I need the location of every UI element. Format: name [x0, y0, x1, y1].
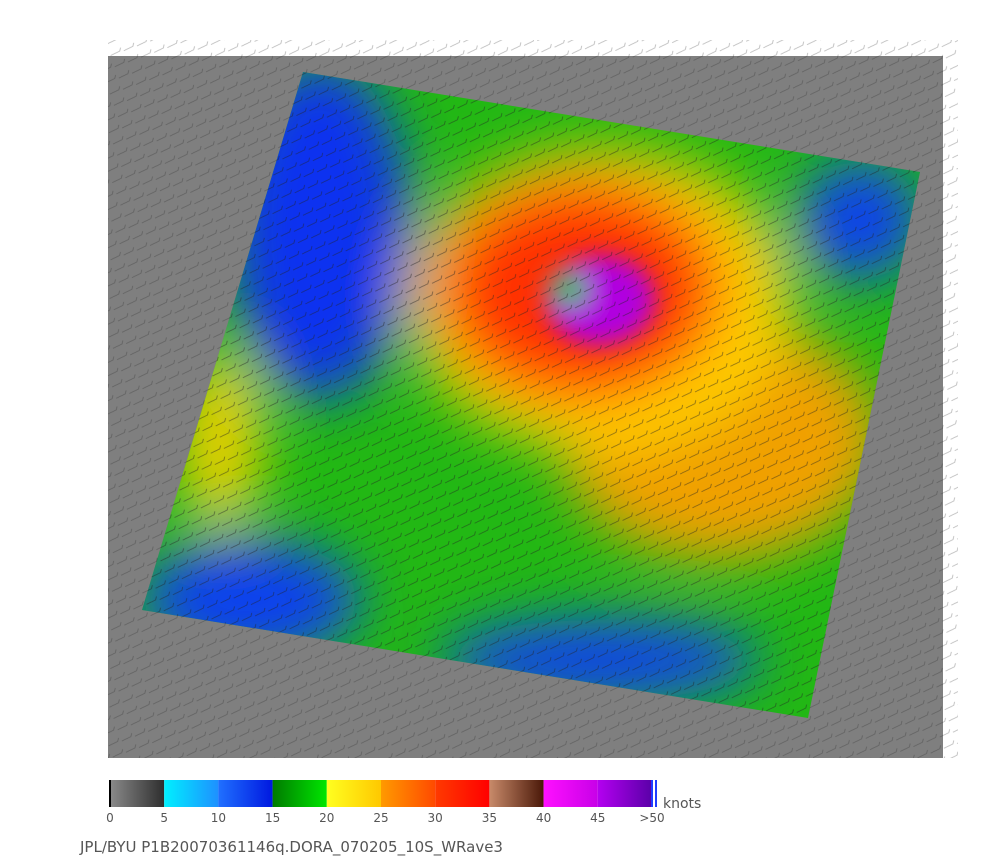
colorbar-tick-label: 30 — [428, 811, 443, 825]
colorbar-segment — [326, 780, 381, 807]
colorbar-segment — [272, 780, 327, 807]
colorbar-tick-label: 5 — [160, 811, 168, 825]
colorbar-segment — [110, 780, 165, 807]
colorbar-segment — [218, 780, 273, 807]
colorbar-segment — [597, 780, 652, 807]
colorbar-unit: knots — [663, 796, 701, 812]
wind-speed-swath — [142, 72, 920, 718]
colorbar-segment — [543, 780, 598, 807]
colorbar-tick-label: >50 — [639, 811, 664, 825]
colorbar-tick-label: 15 — [265, 811, 280, 825]
colorbar-tick-label: 20 — [319, 811, 334, 825]
colorbar: 0 5 10 15 20 25 30 35 40 45 >50 — [106, 780, 665, 825]
colorbar-tick-label: 45 — [590, 811, 605, 825]
caption: JPL/BYU P1B20070361146q.DORA_070205_10S_… — [79, 838, 503, 857]
colorbar-segment — [489, 780, 544, 807]
colorbar-tick-label: 10 — [211, 811, 226, 825]
colorbar-segment — [435, 780, 490, 807]
colorbar-tick-label: 0 — [106, 811, 114, 825]
colorbar-tick-label: 35 — [482, 811, 497, 825]
colorbar-tick-label: 25 — [373, 811, 388, 825]
colorbar-segment — [164, 780, 219, 807]
colorbar-tick-label: 40 — [536, 811, 551, 825]
colorbar-segment — [381, 780, 436, 807]
